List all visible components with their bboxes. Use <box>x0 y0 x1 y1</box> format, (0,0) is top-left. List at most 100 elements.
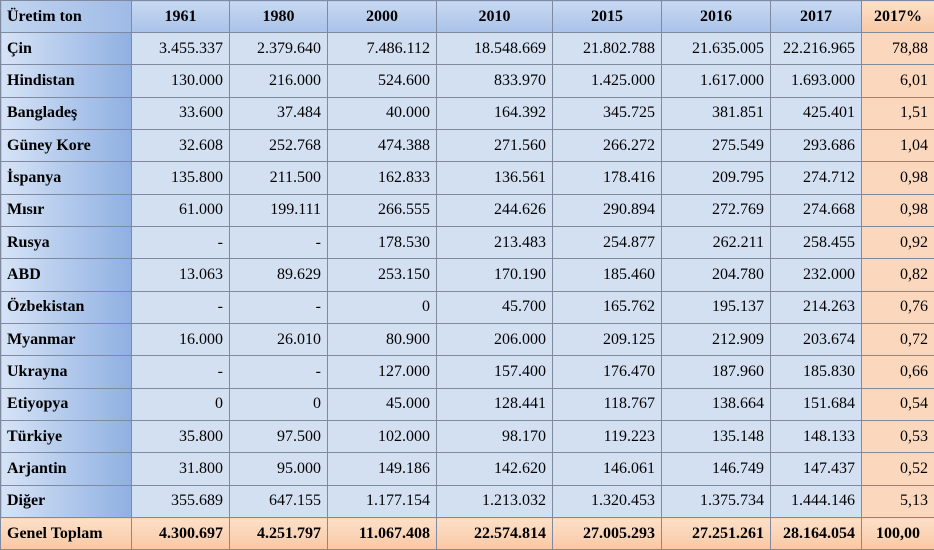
production-value: 290.894 <box>552 193 662 227</box>
production-value: 252.768 <box>229 128 328 163</box>
production-value: 274.712 <box>770 161 862 195</box>
production-value: 195.137 <box>661 290 771 324</box>
share-pct: 0,98 <box>861 193 934 227</box>
production-value: 40.000 <box>327 96 437 130</box>
production-value: 148.133 <box>770 419 862 454</box>
production-value: 185.460 <box>552 258 662 292</box>
country-name: ABD <box>0 258 132 292</box>
production-value: 18.548.669 <box>436 31 553 66</box>
production-value: - <box>131 355 230 389</box>
table-body: Çin 3.455.337 2.379.640 7.486.112 18.548.669… <box>0 31 934 519</box>
production-value: 26.010 <box>229 322 328 357</box>
production-value: 1.693.000 <box>770 64 862 98</box>
production-value: 244.626 <box>436 193 553 227</box>
production-value: 209.125 <box>552 322 662 357</box>
share-pct: 0,82 <box>861 258 934 292</box>
production-value: 204.780 <box>661 258 771 292</box>
header-year: 2010 <box>436 0 553 33</box>
production-value: 157.400 <box>436 355 553 389</box>
header-row: Üretim ton 1961 1980 2000 2010 2015 2016… <box>0 0 934 33</box>
table-row: Çin 3.455.337 2.379.640 7.486.112 18.548.669… <box>0 31 934 66</box>
production-value: 274.668 <box>770 193 862 227</box>
share-pct: 0,92 <box>861 225 934 260</box>
production-value: 1.444.146 <box>770 484 862 519</box>
table-row: Türkiye 35.800 97.500 102.000 98.170 119.223 1… <box>0 419 934 454</box>
production-value: 119.223 <box>552 419 662 454</box>
production-value: 128.441 <box>436 387 553 421</box>
production-value: 3.455.337 <box>131 31 230 66</box>
production-value: 647.155 <box>229 484 328 519</box>
country-name: Özbekistan <box>0 290 132 324</box>
header-pct: 2017% <box>861 0 934 33</box>
production-value: - <box>131 290 230 324</box>
production-value: 97.500 <box>229 419 328 454</box>
production-value: 127.000 <box>327 355 437 389</box>
production-value: - <box>229 355 328 389</box>
production-value: 254.877 <box>552 225 662 260</box>
header-year: 1961 <box>131 0 230 33</box>
production-value: 146.749 <box>661 452 771 486</box>
country-name: Güney Kore <box>0 128 132 163</box>
table-row: Diğer 355.689 647.155 1.177.154 1.213.032 1.3… <box>0 484 934 519</box>
production-value: 37.484 <box>229 96 328 130</box>
production-value: 272.769 <box>661 193 771 227</box>
country-name: Türkiye <box>0 419 132 454</box>
total-value: 28.164.054 <box>770 517 862 550</box>
production-value: 118.767 <box>552 387 662 421</box>
table-row: Güney Kore 32.608 252.768 474.388 271.560 266… <box>0 128 934 163</box>
production-value: 203.674 <box>770 322 862 357</box>
total-value: 4.300.697 <box>131 517 230 550</box>
production-value: 146.061 <box>552 452 662 486</box>
production-value: 142.620 <box>436 452 553 486</box>
country-name: Çin <box>0 31 132 66</box>
production-value: 0 <box>229 387 328 421</box>
production-value: 1.425.000 <box>552 64 662 98</box>
production-value: 178.530 <box>327 225 437 260</box>
production-value: 147.437 <box>770 452 862 486</box>
share-pct: 1,51 <box>861 96 934 130</box>
production-value: - <box>229 225 328 260</box>
country-name: Myanmar <box>0 322 132 357</box>
production-value: 211.500 <box>229 161 328 195</box>
production-value: 170.190 <box>436 258 553 292</box>
production-value: 185.830 <box>770 355 862 389</box>
share-pct: 0,72 <box>861 322 934 357</box>
table-row: Myanmar 16.000 26.010 80.900 206.000 209.125 2… <box>0 322 934 357</box>
production-value: 262.211 <box>661 225 771 260</box>
table-row: Ukrayna - -127.000 157.400 176.470 187.960 185… <box>0 355 934 389</box>
production-value: 136.561 <box>436 161 553 195</box>
production-value: 258.455 <box>770 225 862 260</box>
production-value: 178.416 <box>552 161 662 195</box>
table-row: Hindistan 130.000 216.000 524.600 833.970 1.4… <box>0 64 934 98</box>
production-value: 232.000 <box>770 258 862 292</box>
table-row: Özbekistan - -0 45.700 165.762 195.137 214.263… <box>0 290 934 324</box>
share-pct: 0,52 <box>861 452 934 486</box>
production-value: 31.800 <box>131 452 230 486</box>
production-value: 135.148 <box>661 419 771 454</box>
country-name: Rusya <box>0 225 132 260</box>
header-year: 2000 <box>327 0 437 33</box>
production-value: 98.170 <box>436 419 553 454</box>
production-value: 833.970 <box>436 64 553 98</box>
header-year: 1980 <box>229 0 328 33</box>
country-name: Ukrayna <box>0 355 132 389</box>
country-name: Etiyopya <box>0 387 132 421</box>
table-row: ABD 13.063 89.629 253.150 170.190 185.460 204.… <box>0 258 934 292</box>
production-value: 89.629 <box>229 258 328 292</box>
production-value: 524.600 <box>327 64 437 98</box>
country-name: Arjantin <box>0 452 132 486</box>
production-value: 45.700 <box>436 290 553 324</box>
share-pct: 0,54 <box>861 387 934 421</box>
production-value: 1.375.734 <box>661 484 771 519</box>
total-value: 4.251.797 <box>229 517 328 550</box>
production-value: 165.762 <box>552 290 662 324</box>
production-value: 149.186 <box>327 452 437 486</box>
production-value: 474.388 <box>327 128 437 163</box>
production-value: 206.000 <box>436 322 553 357</box>
share-pct: 0,53 <box>861 419 934 454</box>
production-value: 266.555 <box>327 193 437 227</box>
production-value: 216.000 <box>229 64 328 98</box>
production-value: 214.263 <box>770 290 862 324</box>
production-value: 355.689 <box>131 484 230 519</box>
